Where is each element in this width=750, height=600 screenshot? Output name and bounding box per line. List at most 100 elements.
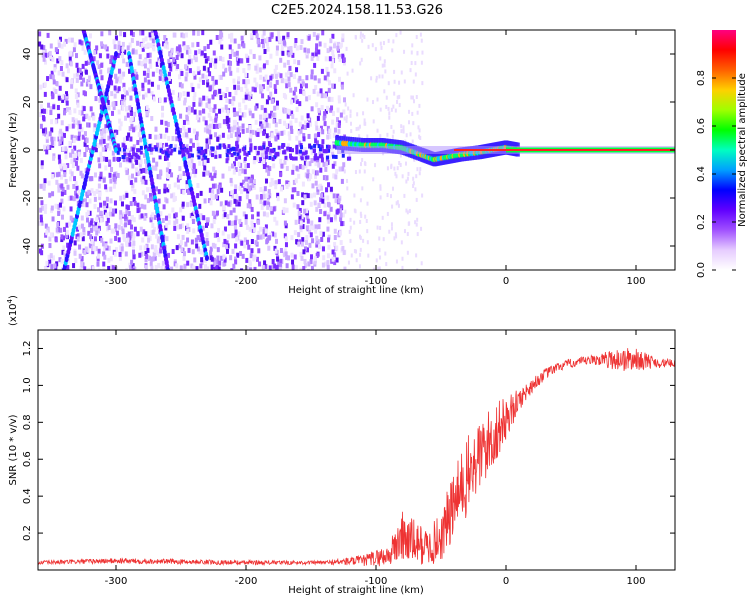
heatmap-cell (233, 51, 237, 57)
heatmap-cell (73, 157, 77, 163)
heatmap-cell (252, 184, 256, 190)
heatmap-cell (307, 35, 311, 41)
heatmap-cell (137, 170, 141, 176)
heatmap-cell (99, 69, 103, 75)
heatmap-cell (202, 171, 206, 177)
heatmap-cell (251, 214, 255, 220)
heatmap-cell (143, 215, 147, 221)
heatmap-cell (197, 117, 201, 123)
heatmap-cell (322, 115, 326, 121)
heatmap-cell (300, 156, 304, 161)
heatmap-cell (227, 234, 231, 240)
heatmap-cell (297, 210, 301, 216)
heatmap-cell (145, 253, 149, 259)
heatmap-cell (412, 176, 415, 181)
heatmap-cell (327, 80, 331, 86)
heatmap-cell (179, 173, 183, 179)
heatmap-cell (155, 68, 159, 74)
heatmap-cell (315, 140, 319, 146)
heatmap-cell (87, 56, 91, 62)
heatmap-cell (298, 164, 302, 170)
heatmap-cell (164, 215, 168, 221)
heatmap-cell (169, 151, 173, 156)
heatmap-cell (338, 195, 342, 201)
heatmap-cell (231, 100, 235, 106)
heatmap-cell (198, 203, 202, 209)
spectrogram-y-axis-label: Frequency (Hz) (8, 112, 19, 188)
heatmap-cell (315, 242, 319, 248)
heatmap-cell (50, 127, 54, 133)
heatmap-cell (233, 189, 237, 195)
heatmap-cell (261, 93, 265, 99)
heatmap-cell (214, 79, 218, 85)
heatmap-cell (106, 217, 110, 223)
heatmap-cell (309, 193, 313, 199)
heatmap-cell (142, 94, 146, 100)
heatmap-cell (248, 91, 252, 97)
heatmap-cell (262, 76, 266, 82)
heatmap-cell (209, 150, 213, 156)
heatmap-cell (273, 84, 277, 90)
heatmap-cell (106, 99, 110, 105)
heatmap-cell (56, 204, 60, 210)
heatmap-cell (243, 157, 247, 162)
heatmap-cell (326, 226, 330, 232)
heatmap-cell (52, 79, 56, 85)
heatmap-cell (193, 91, 197, 97)
heatmap-cell (64, 154, 68, 160)
heatmap-cell (151, 71, 155, 77)
heatmap-cell (331, 249, 335, 255)
heatmap-cell (78, 244, 82, 250)
heatmap-cell (279, 247, 283, 253)
heatmap-cell (69, 50, 73, 56)
heatmap-cell (131, 263, 135, 269)
heatmap-cell (269, 75, 273, 81)
heatmap-cell (149, 186, 153, 192)
heatmap-cell (161, 218, 165, 224)
heatmap-cell (313, 75, 317, 81)
heatmap-cell (201, 79, 205, 85)
heatmap-cell (325, 175, 329, 181)
heatmap-cell (93, 203, 97, 209)
heatmap-cell (239, 221, 243, 227)
heatmap-cell (230, 153, 234, 158)
heatmap-cell (128, 235, 132, 241)
heatmap-cell (269, 148, 273, 153)
heatmap-cell (416, 110, 419, 115)
heatmap-cell (280, 44, 284, 50)
heatmap-cell (76, 92, 80, 98)
heatmap-cell (94, 246, 98, 252)
heatmap-cell (92, 246, 96, 252)
heatmap-cell (262, 121, 266, 127)
heatmap-cell (102, 114, 106, 120)
heatmap-cell (340, 81, 344, 87)
heatmap-cell (92, 115, 96, 121)
heatmap-cell (279, 57, 283, 63)
heatmap-cell (287, 181, 291, 187)
heatmap-cell (81, 45, 85, 51)
heatmap-cell (218, 88, 222, 94)
heatmap-cell (326, 264, 330, 270)
heatmap-cell (119, 31, 123, 37)
heatmap-cell (141, 30, 145, 36)
heatmap-cell (208, 85, 212, 91)
heatmap-cell (239, 251, 243, 257)
heatmap-cell (142, 167, 146, 173)
y-tick-label: 0 (22, 147, 33, 153)
heatmap-cell (247, 65, 251, 71)
heatmap-cell (102, 251, 106, 257)
heatmap-cell (112, 176, 116, 182)
heatmap-cell (232, 263, 236, 269)
heatmap-cell (109, 139, 113, 145)
heatmap-cell (420, 60, 423, 65)
heatmap-cell (84, 246, 88, 252)
heatmap-cell (344, 209, 347, 214)
heatmap-cell (416, 268, 419, 270)
heatmap-cell (174, 144, 178, 150)
heatmap-cell (326, 195, 330, 201)
heatmap-cell (348, 153, 351, 158)
heatmap-cell (316, 156, 320, 161)
heatmap-cell (287, 82, 291, 88)
heatmap-cell (325, 76, 329, 82)
heatmap-cell (305, 214, 309, 220)
